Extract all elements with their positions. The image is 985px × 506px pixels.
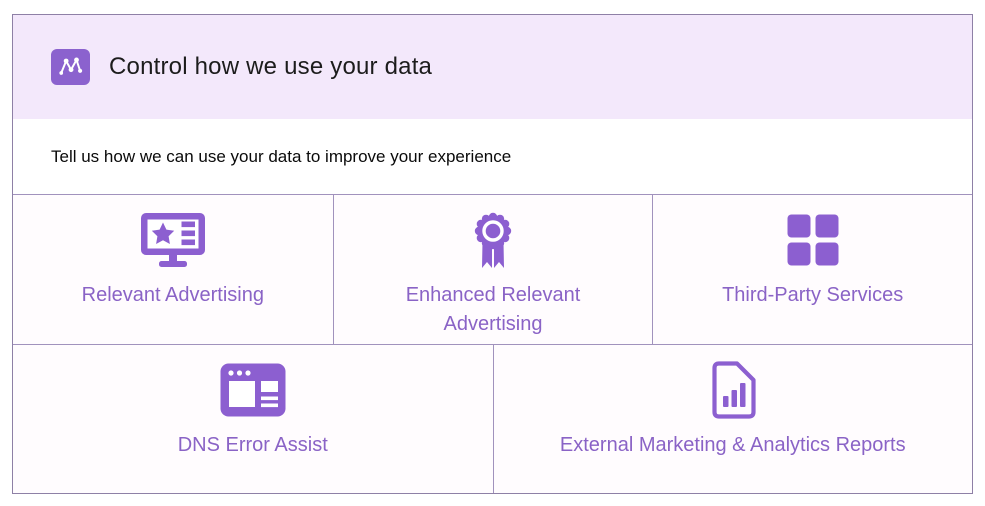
card-label: Relevant Advertising bbox=[81, 284, 264, 306]
card-row-1: Relevant Advertising bbox=[13, 195, 972, 345]
card-relevant-advertising[interactable]: Relevant Advertising bbox=[13, 195, 333, 344]
line-chart-logo-icon bbox=[51, 49, 90, 85]
data-controls-panel: Control how we use your data Tell us how… bbox=[12, 14, 973, 494]
card-external-marketing-analytics-reports[interactable]: External Marketing & Analytics Reports bbox=[492, 345, 972, 493]
panel-subtitle: Tell us how we can use your data to impr… bbox=[13, 119, 972, 195]
card-dns-error-assist[interactable]: DNS Error Assist bbox=[13, 345, 493, 493]
browser-window-icon bbox=[220, 360, 286, 420]
card-label: Enhanced Relevant Advertising bbox=[405, 284, 581, 335]
card-label: DNS Error Assist bbox=[177, 434, 328, 456]
card-enhanced-relevant-advertising[interactable]: Enhanced Relevant Advertising bbox=[332, 195, 653, 344]
panel-header: Control how we use your data bbox=[13, 15, 972, 119]
card-row-2: DNS Error Assist External Marketing & An… bbox=[13, 345, 972, 493]
card-label: External Marketing & Analytics Reports bbox=[559, 434, 906, 456]
page-title: Control how we use your data bbox=[109, 53, 433, 80]
grid-squares-icon bbox=[787, 210, 839, 270]
card-label: Third-Party Services bbox=[722, 284, 904, 306]
report-bar-chart-icon bbox=[710, 360, 756, 420]
award-ribbon-icon bbox=[471, 210, 515, 270]
card-third-party-services[interactable]: Third-Party Services bbox=[652, 195, 972, 344]
ad-monitor-star-icon bbox=[140, 210, 206, 270]
